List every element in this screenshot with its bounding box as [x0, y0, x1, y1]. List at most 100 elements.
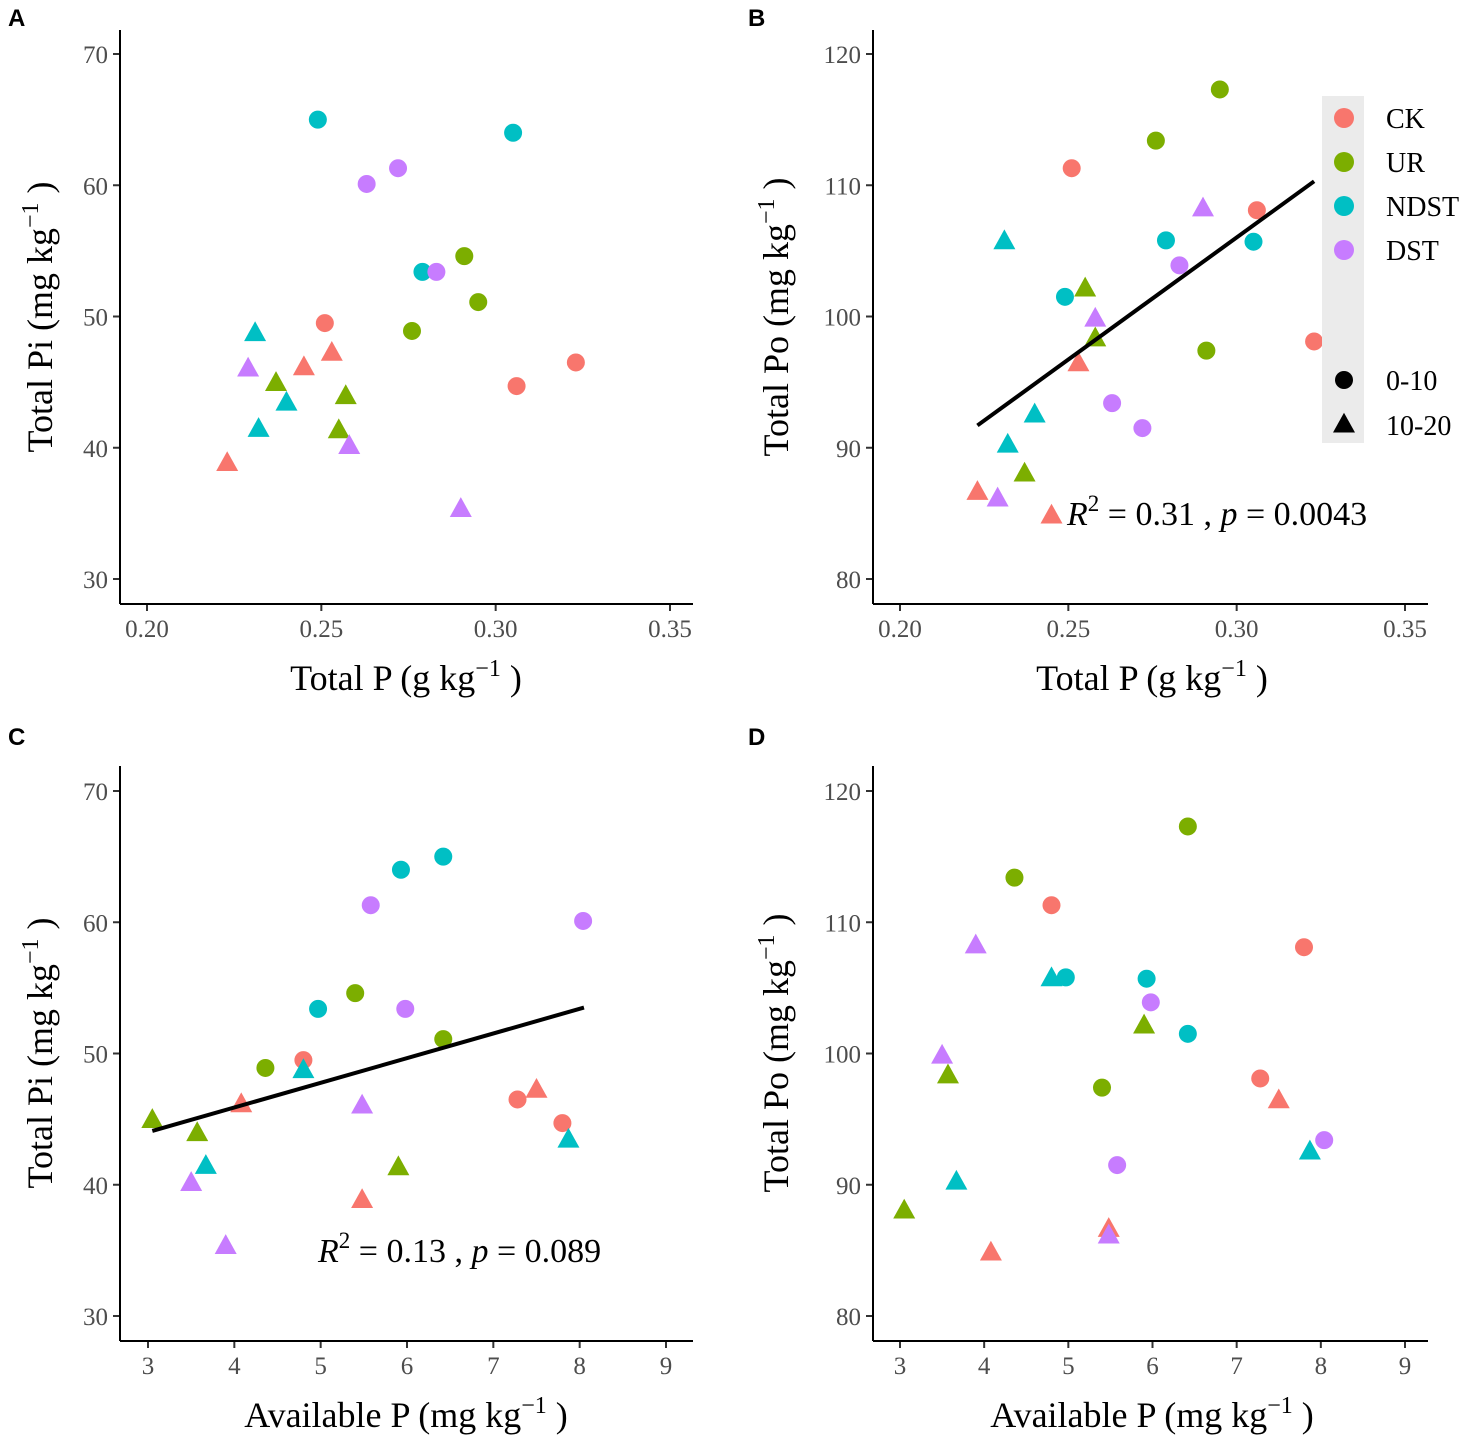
point-ndst-10-20 — [1023, 402, 1046, 423]
point-ndst-0-10 — [308, 110, 327, 129]
panel-d-y-tick-label: 110 — [824, 910, 861, 937]
panel-d-y-ticks: 80 90 100 110 120 — [824, 779, 873, 1331]
panel-b-x-tick-label: 0.35 — [1383, 616, 1427, 643]
legend-label-dst: DST — [1386, 236, 1439, 267]
panel-a-y-tick-label: 60 — [83, 173, 108, 200]
legend-label-ur: UR — [1386, 148, 1425, 179]
point-dst-10-20 — [986, 486, 1009, 507]
point-ck-10-20 — [1067, 351, 1090, 372]
panel-c-x-ticks: 3 4 5 6 7 8 9 — [142, 1341, 673, 1380]
point-dst-0-10 — [1133, 419, 1152, 438]
panel-d-y-axis-title: Total Po (mg kg−1 ) — [754, 913, 796, 1192]
panel-c-x-tick-label: 9 — [660, 1353, 673, 1380]
point-ndst-0-10 — [504, 123, 523, 142]
panel-c-x-axis-title: Available P (mg kg−1 ) — [244, 1393, 568, 1435]
panel-d-x-ticks: 3 4 5 6 7 8 9 — [894, 1341, 1412, 1380]
point-dst-0-10 — [574, 911, 593, 930]
point-ur-10-20 — [1074, 276, 1097, 297]
point-dst-10-20 — [338, 434, 361, 454]
point-ur-10-20 — [893, 1198, 916, 1219]
panel-b-fit-line — [976, 179, 1316, 428]
panel-a-y-tick-label: 30 — [83, 567, 108, 594]
panel-c-x-tick-label: 4 — [228, 1353, 241, 1380]
panel-b-y-ticks: 80 90 100 110 120 — [824, 42, 873, 594]
legend-label-depth-10-20: 10-20 — [1386, 411, 1451, 442]
panel-b: B 80 90 100 110 120 0.20 0.25 0.30 0.35 R2 = 0.… — [748, 5, 1428, 698]
point-ur-10-20 — [1133, 1013, 1156, 1034]
point-ur-0-10 — [402, 321, 421, 340]
panel-a-x-tick-label: 0.30 — [474, 616, 518, 643]
panel-d-x-tick-label: 9 — [1399, 1353, 1412, 1380]
point-ur-0-10 — [1005, 868, 1024, 887]
panel-d: D 80 90 100 110 120 3 4 5 6 7 8 9 Available P (mg … — [748, 724, 1428, 1435]
panel-b-y-tick-label: 110 — [824, 173, 861, 200]
panel-c: C 30 40 50 60 70 3 4 5 6 7 8 9 R2 = 0.13 , p = 0.0… — [8, 724, 693, 1435]
panel-d-x-tick-label: 8 — [1315, 1353, 1328, 1380]
panel-a-x-tick-label: 0.25 — [299, 616, 343, 643]
point-ndst-0-10 — [391, 860, 410, 879]
panel-label-c: C — [8, 724, 25, 751]
legend-key-dst — [1334, 240, 1354, 260]
panel-d-x-tick-label: 5 — [1062, 1353, 1075, 1380]
panel-c-y-axis-title: Total Pi (mg kg−1 ) — [18, 917, 60, 1188]
panel-c-x-tick-label: 8 — [573, 1353, 586, 1380]
point-dst-10-20 — [214, 1234, 237, 1254]
point-dst-0-10 — [1103, 394, 1122, 413]
point-ur-10-20 — [334, 384, 357, 405]
point-ur-0-10 — [256, 1058, 275, 1077]
legend-label-ck: CK — [1386, 104, 1425, 135]
panel-c-y-tick-label: 60 — [83, 910, 108, 937]
panel-label-d: D — [748, 724, 765, 751]
panel-d-points — [893, 817, 1334, 1261]
panel-label-a: A — [8, 5, 25, 32]
panel-d-x-tick-label: 4 — [978, 1353, 991, 1380]
panel-b-x-tick-label: 0.30 — [1215, 616, 1259, 643]
point-dst-10-20 — [351, 1093, 374, 1114]
legend-key-ndst — [1334, 196, 1354, 216]
point-ndst-0-10 — [1178, 1024, 1197, 1043]
panel-c-y-ticks: 30 40 50 60 70 — [83, 779, 120, 1331]
panel-a-x-tick-label: 0.20 — [125, 616, 169, 643]
point-dst-10-20 — [449, 497, 472, 517]
point-dst-10-20 — [964, 933, 987, 954]
panel-d-x-tick-label: 6 — [1146, 1353, 1159, 1380]
point-ur-10-20 — [141, 1108, 164, 1128]
panel-c-x-tick-label: 5 — [314, 1353, 327, 1380]
panel-b-regression-stat: R2 = 0.31 , p = 0.0043 — [1066, 491, 1367, 533]
point-ndst-10-20 — [993, 229, 1016, 250]
point-ndst-10-20 — [292, 1058, 315, 1079]
point-ck-10-20 — [1267, 1088, 1290, 1109]
panel-label-b: B — [748, 5, 765, 32]
panel-b-y-tick-label: 80 — [836, 567, 861, 594]
panel-a-x-axis-title: Total P (g kg−1 ) — [290, 656, 522, 698]
panel-d-x-tick-label: 3 — [894, 1353, 907, 1380]
point-ur-10-20 — [387, 1155, 410, 1176]
point-ck-10-20 — [966, 480, 989, 500]
point-ndst-0-10 — [1156, 231, 1175, 250]
point-ur-0-10 — [434, 1030, 453, 1049]
point-dst-0-10 — [427, 262, 446, 281]
panel-c-x-tick-label: 6 — [401, 1353, 414, 1380]
point-dst-0-10 — [1170, 256, 1189, 275]
point-ck-0-10 — [566, 353, 585, 372]
point-ck-0-10 — [508, 1090, 527, 1109]
point-ndst-10-20 — [275, 390, 298, 411]
point-ck-0-10 — [553, 1114, 572, 1133]
point-ck-0-10 — [1305, 332, 1324, 351]
point-ur-0-10 — [346, 984, 365, 1003]
point-ck-0-10 — [1251, 1069, 1270, 1088]
point-dst-10-20 — [180, 1171, 203, 1191]
panel-c-y-tick-label: 50 — [83, 1042, 108, 1069]
legend-key-ck — [1334, 108, 1354, 128]
point-dst-0-10 — [1315, 1131, 1334, 1150]
panel-c-x-tick-label: 7 — [487, 1353, 500, 1380]
point-ndst-0-10 — [309, 999, 328, 1018]
point-ndst-0-10 — [1056, 968, 1075, 987]
panel-b-y-axis-title: Total Po (mg kg−1 ) — [754, 177, 796, 456]
point-ck-10-20 — [1040, 503, 1063, 524]
point-ur-10-20 — [265, 371, 288, 391]
legend-groups: CK UR NDST DST — [1334, 104, 1459, 267]
panel-b-y-tick-label: 120 — [824, 42, 862, 69]
point-ndst-0-10 — [1137, 969, 1156, 988]
point-dst-10-20 — [931, 1043, 954, 1064]
